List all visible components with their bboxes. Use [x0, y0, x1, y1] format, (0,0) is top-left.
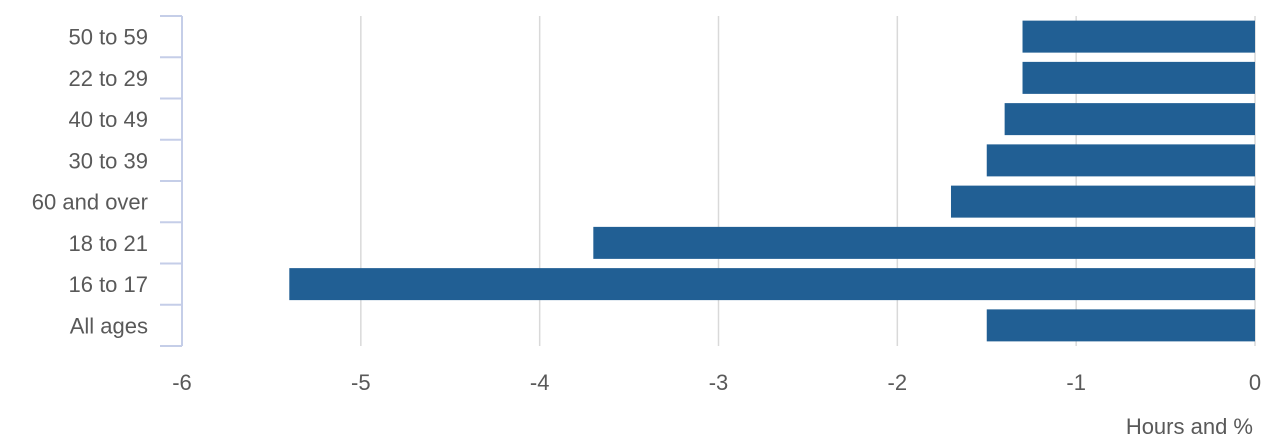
category-label: 16 to 17	[68, 272, 148, 297]
x-tick-label: 0	[1249, 370, 1261, 395]
category-label: 30 to 39	[68, 148, 148, 173]
x-tick-labels: -6 -5 -4 -3 -2 -1 0	[172, 370, 1261, 395]
bar	[1004, 103, 1255, 136]
x-tick-label: -5	[351, 370, 371, 395]
x-tick-label: -1	[1066, 370, 1086, 395]
bars	[289, 20, 1255, 342]
category-label: 22 to 29	[68, 66, 148, 91]
category-axis	[160, 15, 183, 347]
category-label: 18 to 21	[68, 231, 148, 256]
bar	[289, 268, 1255, 301]
bar	[1022, 61, 1255, 94]
x-tick-label: -6	[172, 370, 192, 395]
category-label: All ages	[70, 313, 148, 338]
bar	[593, 226, 1255, 259]
x-tick-label: -4	[530, 370, 550, 395]
bar	[950, 185, 1255, 218]
category-label: 50 to 59	[68, 25, 148, 50]
category-label: 40 to 49	[68, 107, 148, 132]
category-labels: 50 to 59 22 to 29 40 to 49 30 to 39 60 and o…	[32, 25, 148, 339]
category-label: 60 and over	[32, 190, 148, 215]
bar	[1022, 20, 1255, 53]
bar	[986, 309, 1255, 342]
x-tick-label: -3	[709, 370, 729, 395]
x-axis-title: Hours and %	[1126, 414, 1253, 437]
bar	[986, 144, 1255, 177]
x-tick-label: -2	[888, 370, 908, 395]
